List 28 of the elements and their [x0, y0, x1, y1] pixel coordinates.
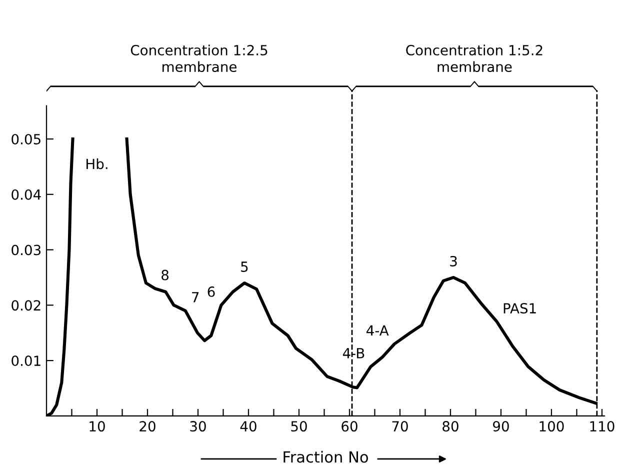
annotation: PAS1 [504, 303, 536, 314]
x-tick-label: 50 [291, 421, 307, 432]
annotation: Hb. [86, 158, 108, 170]
annotation: 4-B [342, 348, 364, 358]
annotation: 8 [162, 270, 169, 280]
x-tick-label: 60 [342, 421, 358, 432]
y-tick-label: 0.05 [12, 134, 40, 144]
text: Concentration 1:2.5 membrane [130, 44, 268, 72]
x-tick-label: 80 [442, 421, 458, 432]
annotation: 5 [241, 262, 248, 272]
y-tick-label: 0.04 [12, 189, 41, 200]
x-tick-label: 90 [493, 421, 509, 432]
annotation: 3 [450, 256, 457, 266]
y-tick-label: 0.02 [12, 300, 40, 311]
annotation: 6 [208, 286, 215, 297]
y-tick-label: 0.03 [12, 244, 41, 256]
x-tick-label: 10 [90, 421, 105, 432]
x-tick-label: 40 [240, 421, 256, 432]
text: Concentration 1:5.2 membrane [406, 44, 542, 72]
x-axis-title: Fraction No [284, 450, 368, 463]
x-tick-label: 110 [590, 421, 614, 432]
x-tick-label: 20 [140, 421, 156, 432]
x-tick-label: 100 [540, 421, 564, 432]
y-tick-label: 0.01 [12, 356, 40, 366]
x-tick-label: 70 [392, 421, 408, 432]
annotation: 4-A [366, 325, 389, 336]
x-tick-label: 30 [190, 421, 206, 432]
annotation: 7 [192, 292, 199, 302]
